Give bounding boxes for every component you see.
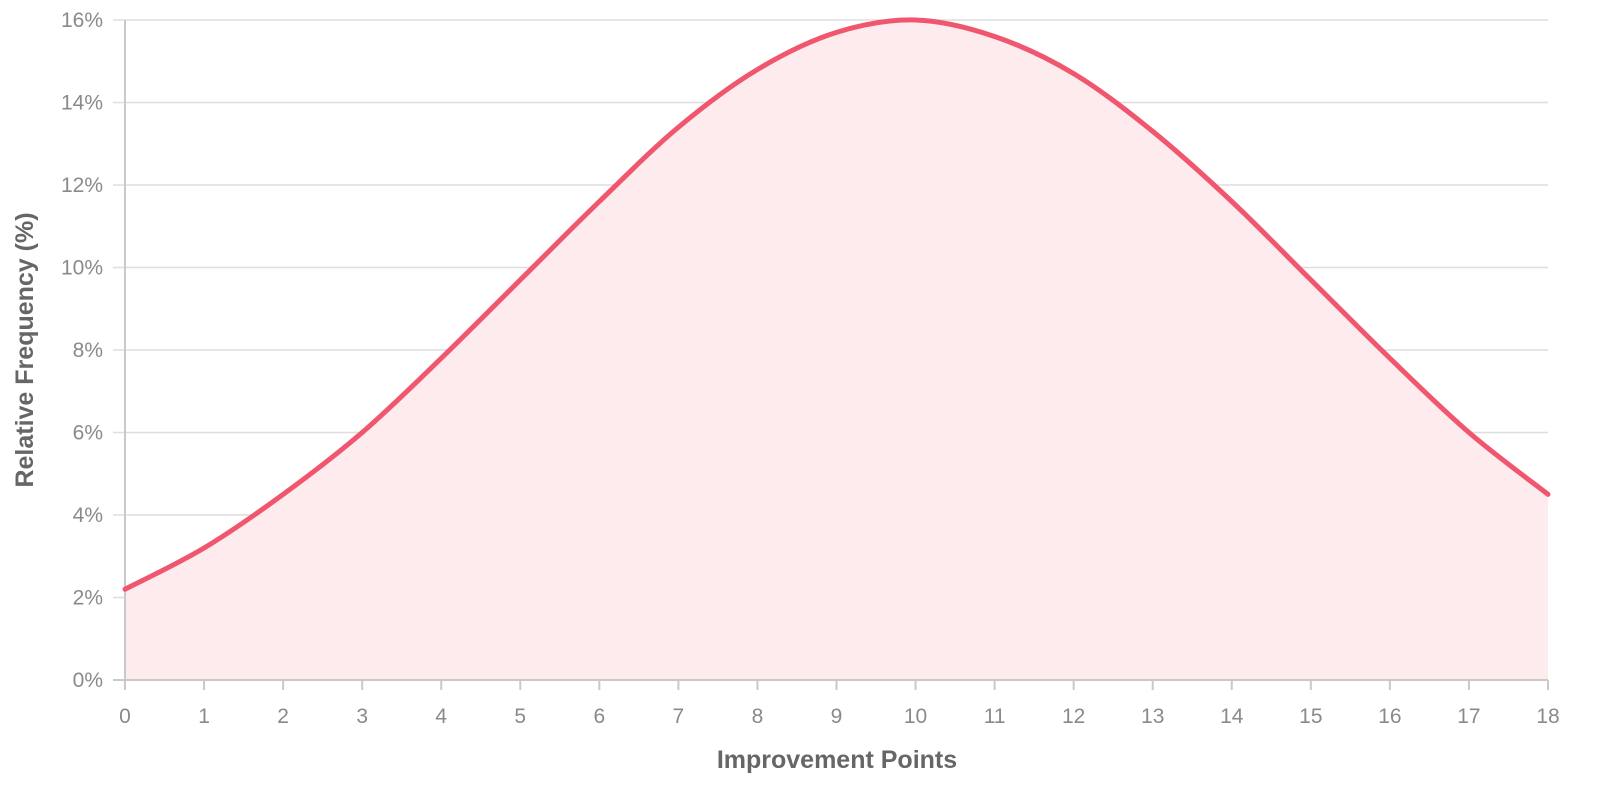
series-line: [122, 17, 1551, 592]
y-tick-label-10: 10%: [61, 257, 103, 280]
x-tick-label-7: 7: [673, 705, 685, 728]
y-tick-label-2: 2%: [73, 587, 103, 610]
axes: [113, 20, 1548, 681]
y-tick-label-12: 12%: [61, 174, 103, 197]
area-fill: [125, 19, 1548, 680]
x-tick-label-14: 14: [1220, 705, 1244, 728]
x-tick-label-18: 18: [1536, 705, 1559, 728]
x-tick-label-2: 2: [277, 705, 289, 728]
x-tick-label-1: 1: [198, 705, 210, 728]
y-tick-label-0: 0%: [73, 669, 103, 692]
y-tick-labels: 0% 2% 4% 6% 8% 10% 12% 14% 16%: [61, 9, 103, 692]
y-tick-label-8: 8%: [73, 339, 103, 362]
x-tick-label-5: 5: [514, 705, 526, 728]
x-tick-label-4: 4: [435, 705, 447, 728]
x-tick-label-9: 9: [831, 705, 843, 728]
x-tick-label-11: 11: [984, 705, 1006, 728]
y-tick-label-6: 6%: [73, 422, 103, 445]
x-tick-labels: 0 1 2 3 4 5 6 7 8 9 10 11 12 13 14 15 16 17 18: [119, 680, 1560, 728]
x-tick-label-6: 6: [593, 705, 605, 728]
x-tick-label-3: 3: [356, 705, 368, 728]
x-tick-label-15: 15: [1299, 705, 1322, 728]
y-axis-title: Relative Frequency (%): [11, 212, 39, 487]
y-tick-label-16: 16%: [61, 9, 103, 32]
x-tick-label-10: 10: [904, 705, 927, 728]
x-tick-label-12: 12: [1062, 705, 1085, 728]
x-tick-label-8: 8: [752, 705, 764, 728]
x-tick-label-16: 16: [1378, 705, 1401, 728]
x-tick-label-17: 17: [1457, 705, 1480, 728]
x-tick-label-0: 0: [119, 705, 131, 728]
y-tick-label-14: 14%: [61, 92, 103, 115]
y-tick-label-4: 4%: [73, 504, 103, 527]
x-tick-label-13: 13: [1141, 705, 1164, 728]
x-axis-title: Improvement Points: [717, 746, 957, 774]
